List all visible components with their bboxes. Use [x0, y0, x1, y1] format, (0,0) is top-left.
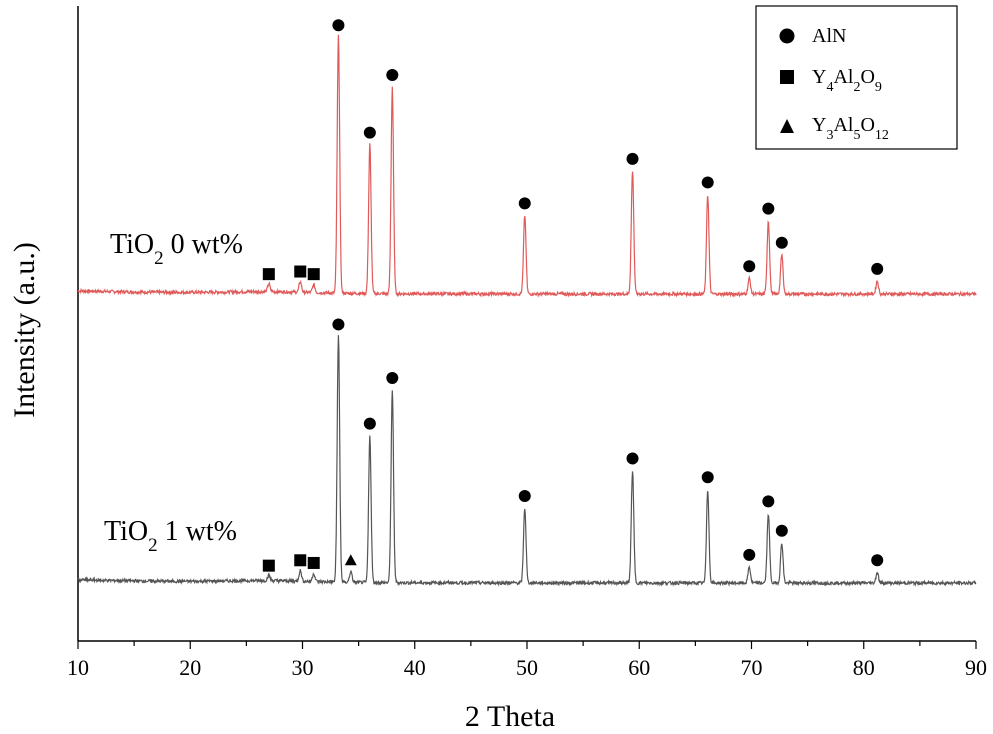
marker-aln	[743, 260, 756, 273]
marker-aln	[762, 202, 775, 215]
series-line-1	[77, 335, 977, 587]
marker-aln	[701, 471, 714, 484]
marker-aln	[363, 126, 376, 139]
x-ticks: 10 20 30 40 50 60 70 80 90	[67, 641, 987, 680]
marker-aln	[332, 318, 345, 331]
marker-aln	[743, 548, 756, 561]
marker-y4al2o9	[307, 556, 320, 569]
marker-y4al2o9	[307, 268, 320, 281]
marker-aln	[518, 489, 531, 502]
marker-aln	[775, 236, 788, 249]
marker-aln	[701, 176, 714, 189]
x-tick-label-90: 90	[965, 655, 987, 680]
x-tick-label-40: 40	[404, 655, 426, 680]
series-label-0: TiO2 0 wt%	[110, 229, 243, 269]
marker-aln	[332, 19, 345, 32]
marker-y4al2o9	[294, 265, 307, 278]
marker-aln	[626, 452, 639, 465]
x-tick-label-30: 30	[292, 655, 314, 680]
marker-aln	[626, 152, 639, 165]
marker-aln	[386, 372, 399, 385]
marker-aln	[871, 554, 884, 567]
phase-markers	[262, 19, 884, 572]
x-tick-label-10: 10	[67, 655, 89, 680]
marker-aln	[518, 197, 531, 210]
marker-aln	[871, 262, 884, 275]
legend: AlN Y4Al2O9 Y3Al5O12	[755, 5, 958, 150]
marker-y4al2o9	[294, 554, 307, 567]
x-tick-label-50: 50	[516, 655, 538, 680]
legend-label-y4al2o9: Y4Al2O9	[812, 66, 882, 95]
marker-aln	[363, 417, 376, 430]
series-line-0	[77, 34, 977, 298]
marker-aln	[386, 69, 399, 82]
marker-aln	[775, 524, 788, 537]
y-axis-title: Intensity (a.u.)	[8, 242, 41, 418]
marker-aln	[762, 495, 775, 508]
x-tick-label-70: 70	[741, 655, 763, 680]
x-tick-label-20: 20	[179, 655, 201, 680]
x-tick-label-60: 60	[628, 655, 650, 680]
legend-label-y3al5o12: Y3Al5O12	[812, 114, 889, 143]
series-label-1: TiO2 1 wt%	[104, 516, 237, 556]
marker-y4al2o9	[262, 268, 275, 281]
legend-marker-circle	[779, 28, 795, 44]
legend-label-aln: AlN	[812, 25, 846, 47]
legend-marker-square	[780, 70, 794, 84]
marker-y3al5o12	[344, 554, 357, 566]
marker-y4al2o9	[262, 559, 275, 572]
legend-marker-triangle	[780, 119, 794, 133]
plot-series	[77, 34, 977, 587]
x-axis-title: 2 Theta	[465, 700, 555, 733]
x-tick-label-80: 80	[853, 655, 875, 680]
